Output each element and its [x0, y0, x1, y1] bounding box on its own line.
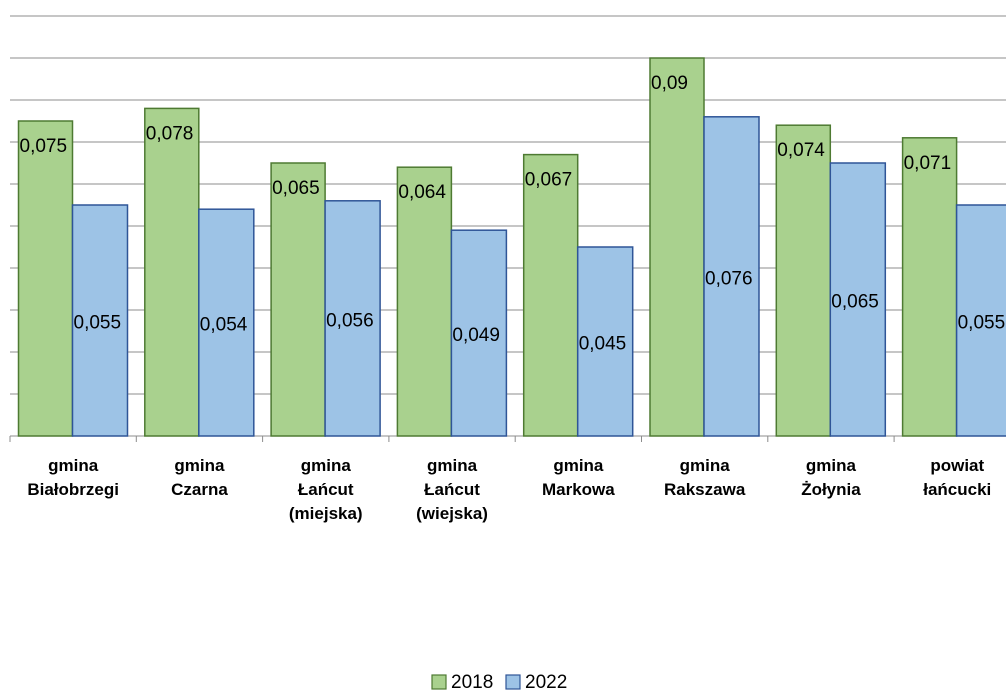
bar [17, 120, 74, 437]
bar [396, 166, 453, 437]
x-tick-label: gmina Łańcut (miejska) [289, 456, 363, 523]
legend-label: 2018 [451, 672, 493, 693]
bar [955, 204, 1006, 437]
bar [775, 124, 832, 437]
bar [522, 153, 579, 437]
x-tick-label: gmina Rakszawa [664, 456, 746, 499]
value-label: 0,065 [831, 292, 879, 313]
bar [198, 208, 255, 437]
value-label: 0,078 [146, 123, 194, 144]
legend-swatch [431, 674, 447, 690]
value-label: 0,054 [200, 315, 248, 336]
bar [270, 162, 326, 437]
value-label: 0,075 [20, 136, 68, 157]
bar [324, 200, 381, 437]
value-label: 0,074 [777, 140, 825, 161]
bar [450, 229, 508, 437]
x-tick-label: gmina Łańcut (wiejska) [416, 456, 488, 523]
x-tick-label: gmina Białobrzegi [27, 456, 119, 499]
legend-swatch [505, 674, 521, 690]
value-label: 0,064 [398, 182, 446, 203]
value-label: 0,049 [452, 325, 500, 346]
legend-label: 2022 [525, 672, 567, 693]
value-label: 0,055 [74, 313, 122, 334]
value-label: 0,056 [326, 310, 374, 331]
value-label: 0,067 [525, 170, 573, 191]
bar [649, 57, 705, 437]
x-tick-label: gmina Markowa [542, 456, 615, 499]
bar [901, 137, 958, 437]
bar [144, 107, 200, 437]
x-tick-label: gmina Czarna [171, 456, 228, 499]
value-label: 0,055 [958, 313, 1006, 334]
x-tick-label: gmina Żołynia [801, 456, 861, 499]
value-label: 0,09 [651, 73, 688, 94]
bar [829, 162, 887, 437]
bar [703, 116, 760, 437]
value-label: 0,076 [705, 268, 753, 289]
bar [71, 204, 129, 437]
value-label: 0,071 [904, 153, 952, 174]
bar [576, 246, 634, 437]
value-label: 0,045 [579, 334, 627, 355]
value-label: 0,065 [272, 178, 320, 199]
x-tick-label: powiat łańcucki [923, 456, 991, 499]
